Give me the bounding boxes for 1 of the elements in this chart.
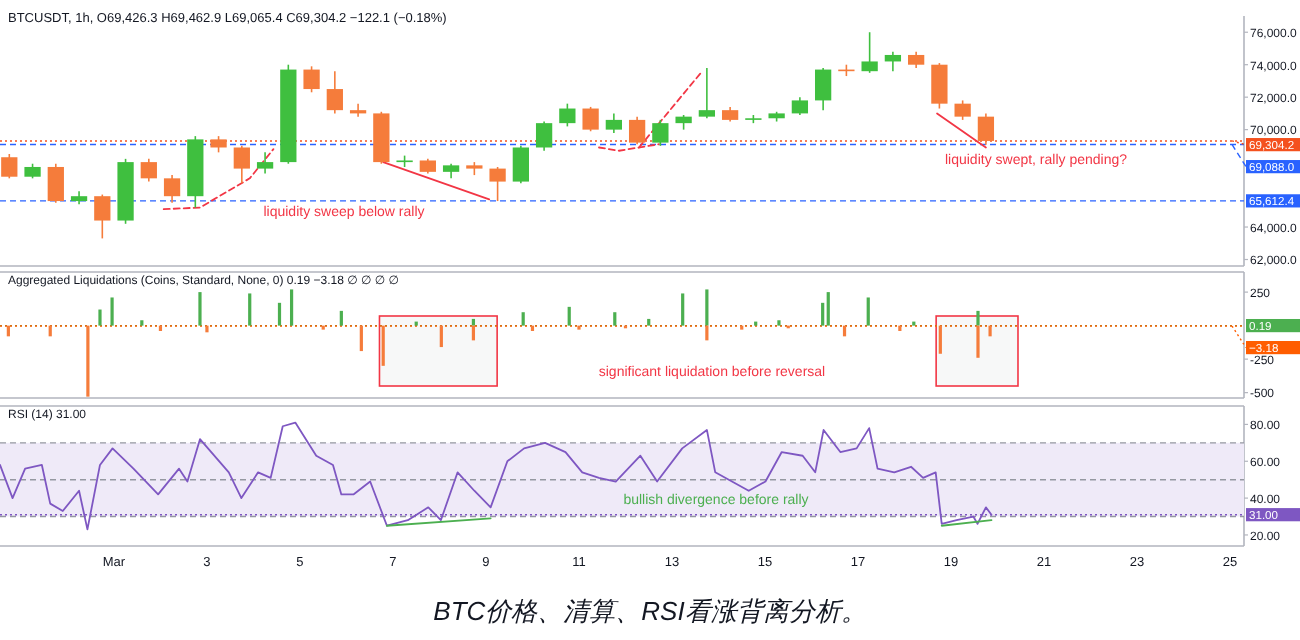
text: BTC价格、清算、RSI看涨背离分析。 [433, 596, 867, 626]
